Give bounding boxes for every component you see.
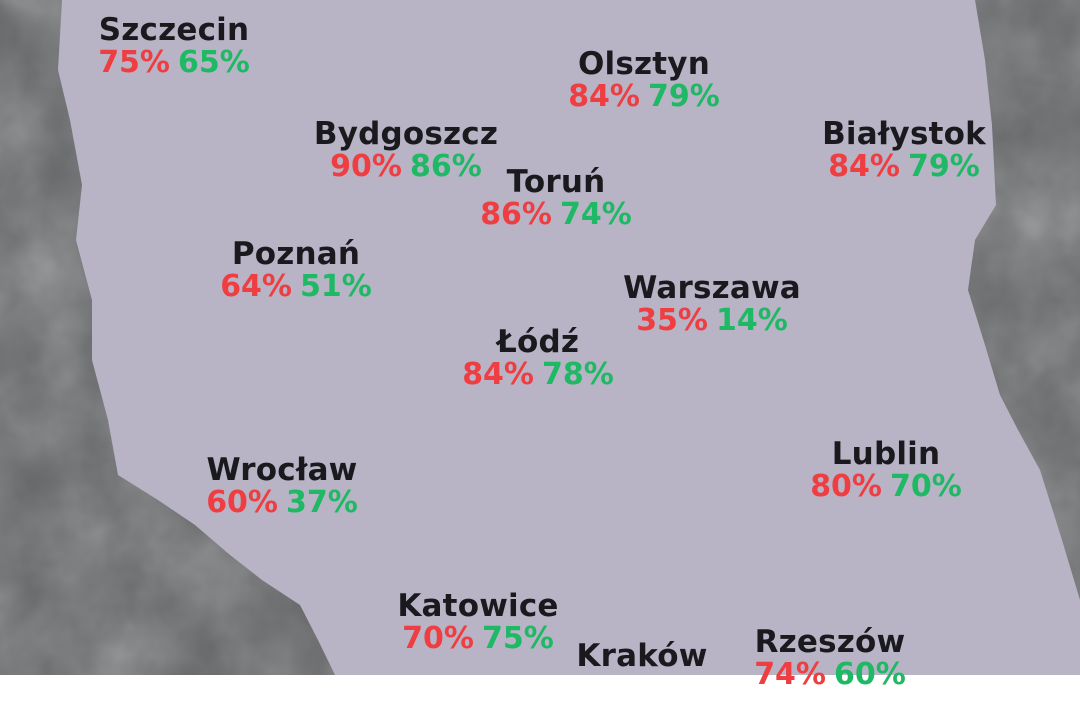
city-warszawa: Warszawa 35% 14% bbox=[623, 272, 801, 336]
city-krakow: Kraków bbox=[576, 640, 707, 704]
green-value: 70% bbox=[890, 468, 962, 504]
red-value: 64% bbox=[220, 268, 292, 304]
red-value: 74% bbox=[754, 656, 826, 692]
green-value: 65% bbox=[178, 44, 250, 80]
green-value: 51% bbox=[300, 268, 372, 304]
city-rzeszow: Rzeszów 74% 60% bbox=[754, 626, 906, 690]
green-value: 37% bbox=[286, 484, 358, 520]
green-value: 14% bbox=[716, 302, 788, 338]
city-name: Poznań bbox=[231, 236, 361, 272]
green-value: 74% bbox=[560, 196, 632, 232]
city-name: Bydgoszcz bbox=[313, 116, 499, 152]
city-name: Toruń bbox=[506, 164, 606, 200]
city-olsztyn: Olsztyn 84% 79% bbox=[568, 48, 720, 112]
green-value: 78% bbox=[542, 356, 614, 392]
city-bydgoszcz: Bydgoszcz 90% 86% bbox=[314, 118, 498, 182]
red-value: 84% bbox=[828, 148, 900, 184]
city-name: Rzeszów bbox=[754, 624, 906, 660]
green-value: 79% bbox=[648, 78, 720, 114]
green-value: 79% bbox=[908, 148, 980, 184]
red-value: 86% bbox=[480, 196, 552, 232]
city-bialystok: Białystok 84% 79% bbox=[822, 118, 986, 182]
city-poznan: Poznań 64% 51% bbox=[220, 238, 372, 302]
map-background bbox=[0, 0, 1080, 675]
red-value: 84% bbox=[568, 78, 640, 114]
green-value: 75% bbox=[481, 620, 554, 656]
red-value: 90% bbox=[330, 148, 402, 184]
city-name: Kraków bbox=[576, 638, 708, 674]
city-name: Wrocław bbox=[206, 452, 358, 488]
city-name: Łódź bbox=[496, 324, 580, 360]
city-name: Lublin bbox=[831, 436, 941, 472]
city-name: Szczecin bbox=[98, 12, 250, 48]
poland-outline bbox=[58, 0, 1080, 675]
city-name: Olsztyn bbox=[578, 46, 710, 82]
city-name: Katowice bbox=[397, 588, 559, 624]
red-value: 35% bbox=[636, 302, 708, 338]
city-katowice: Katowice 70% 75% bbox=[397, 590, 558, 654]
city-szczecin: Szczecin 75% 65% bbox=[98, 14, 250, 78]
red-value: 80% bbox=[810, 468, 882, 504]
red-value: 75% bbox=[98, 44, 170, 80]
city-lublin: Lublin 80% 70% bbox=[810, 438, 962, 502]
red-value: 70% bbox=[402, 620, 474, 656]
city-name: Warszawa bbox=[623, 270, 801, 306]
city-name: Białystok bbox=[822, 116, 986, 152]
city-lodz: Łódź 84% 78% bbox=[462, 326, 614, 390]
green-value: 86% bbox=[409, 148, 482, 184]
city-wroclaw: Wrocław 60% 37% bbox=[206, 454, 358, 518]
red-value: 84% bbox=[462, 356, 534, 392]
green-value: 60% bbox=[834, 656, 906, 692]
city-torun: Toruń 86% 74% bbox=[480, 166, 632, 230]
red-value: 60% bbox=[206, 484, 278, 520]
